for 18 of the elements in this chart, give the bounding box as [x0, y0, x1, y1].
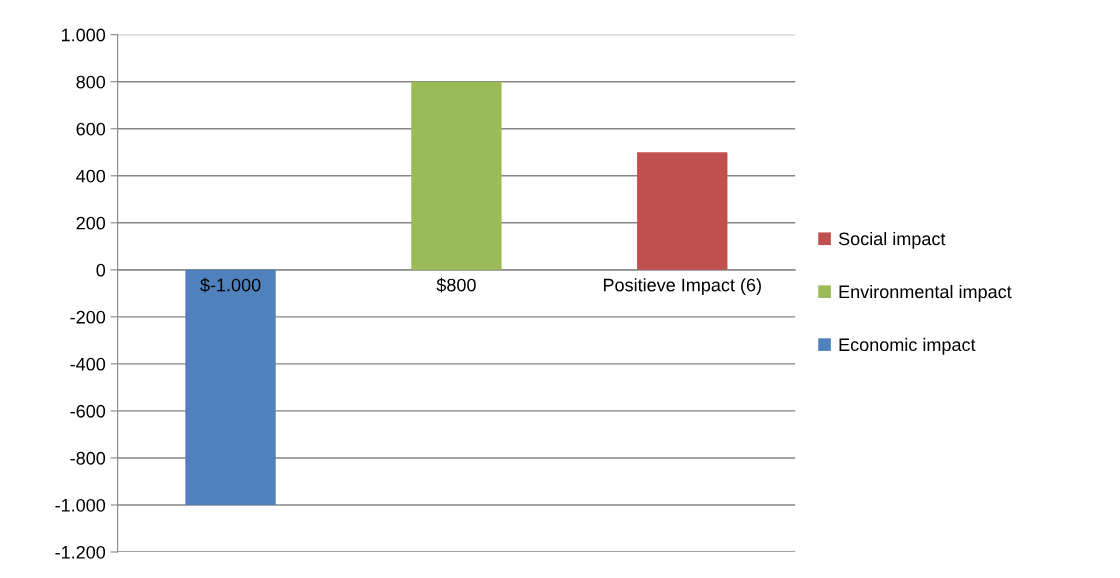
y-tick-label: -800	[70, 451, 106, 465]
y-tick-label: 0	[96, 263, 106, 277]
y-tick-label: -200	[70, 310, 106, 324]
y-tick-label: 600	[76, 122, 106, 136]
legend-label: Social impact	[838, 231, 946, 249]
y-tick-label: 200	[76, 216, 106, 230]
y-tick-label: -1.200	[55, 545, 106, 559]
y-tick-label: 800	[76, 75, 106, 89]
y-tick-label: -1.000	[55, 498, 106, 512]
y-tick-label: 400	[76, 169, 106, 183]
legend-label: Environmental impact	[839, 284, 1012, 302]
x-tick-label: $-1.000	[200, 277, 261, 293]
y-tick-label: -600	[70, 404, 106, 418]
legend-label: Economic impact	[839, 337, 976, 355]
y-tick-label: 1.000	[61, 28, 106, 42]
y-tick-label: -400	[70, 357, 106, 371]
x-tick-label: $800	[436, 277, 476, 293]
x-tick-label: Positieve Impact (6)	[603, 278, 761, 295]
